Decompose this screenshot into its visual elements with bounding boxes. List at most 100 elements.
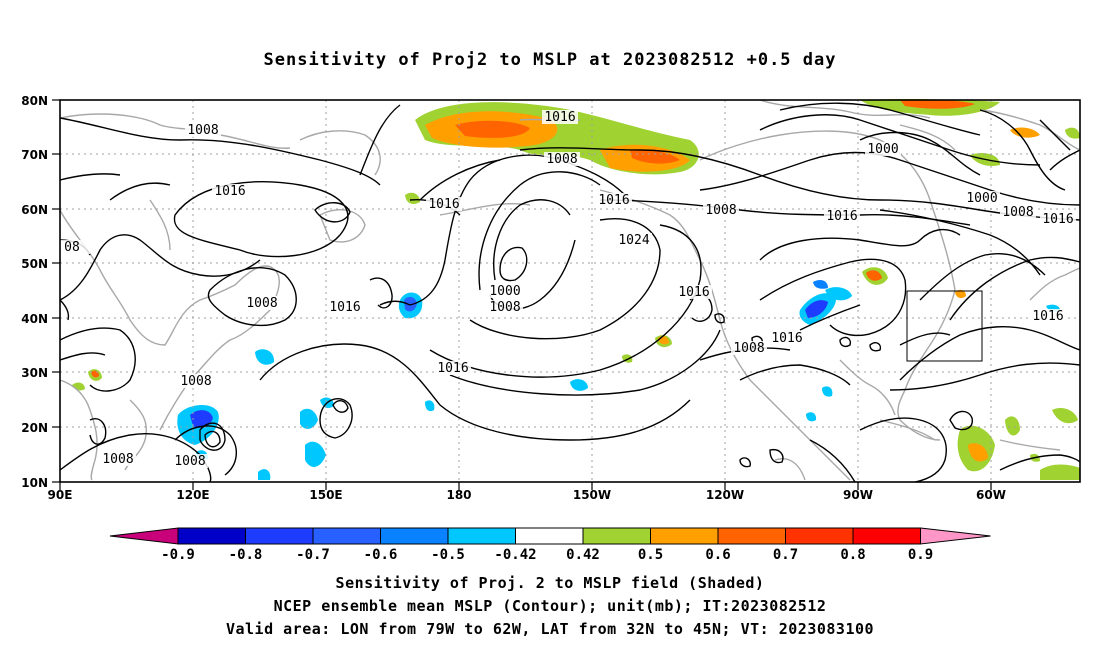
colorbar-swatch bbox=[380, 527, 449, 545]
caption-shading: Sensitivity of Proj. 2 to MSLP field (Sh… bbox=[335, 574, 765, 592]
contour-label: 1016 bbox=[1032, 309, 1063, 324]
colorbar-tick-label: 0.7 bbox=[773, 547, 798, 563]
contour-label: 1000 bbox=[966, 191, 997, 206]
colorbar-tick-label: 0.8 bbox=[840, 547, 865, 563]
contour-label: 1008 bbox=[102, 452, 133, 467]
colorbar-tick-label: -0.42 bbox=[494, 547, 536, 563]
contour-label-bg bbox=[327, 300, 363, 314]
contour-label-bg bbox=[178, 374, 214, 388]
colorbar-tick-label: -0.8 bbox=[229, 547, 263, 563]
contour-label-bg bbox=[964, 191, 1000, 205]
coastlines bbox=[59, 99, 1081, 481]
contour-label-bg bbox=[487, 284, 523, 298]
contour-label-bg bbox=[1030, 309, 1066, 323]
contour-label: 1016 bbox=[329, 300, 360, 315]
colorbar-swatch bbox=[312, 527, 381, 545]
contour-label: 1024 bbox=[618, 233, 649, 248]
mslp-contours bbox=[59, 102, 1081, 483]
colorbar-high-triangle bbox=[920, 527, 991, 545]
caption-valid-area: Valid area: LON from 79W to 62W, LAT fro… bbox=[225, 620, 875, 638]
lat-label: 70N bbox=[21, 148, 48, 162]
colorbar-labels: -0.9 -0.8 -0.7 -0.6 -0.5 -0.42 0.42 0.5 0.6 0.7 0.… bbox=[161, 547, 933, 563]
contour-label: 1016 bbox=[771, 331, 802, 346]
lon-label: 120E bbox=[176, 488, 209, 502]
contour-label-bg bbox=[703, 203, 739, 217]
colorbar bbox=[109, 527, 991, 545]
contour-label-bg bbox=[100, 452, 136, 466]
contour-label: 1000 bbox=[489, 284, 520, 299]
contour-label: 1016 bbox=[214, 184, 245, 199]
lat-label: 10N bbox=[21, 476, 48, 490]
contour-label-bg bbox=[542, 110, 578, 124]
colorbar-tick-label: -0.7 bbox=[296, 547, 330, 563]
contour-label: 1016 bbox=[544, 110, 575, 125]
colorbar-tick-label: 0.42 bbox=[566, 547, 600, 563]
contour-label: 1008 bbox=[174, 454, 205, 469]
colorbar-swatch bbox=[582, 527, 651, 545]
colorbar-swatch bbox=[515, 527, 584, 545]
colorbar-swatch bbox=[245, 527, 314, 545]
contour-label-bg bbox=[824, 209, 860, 223]
lon-label: 150E bbox=[309, 488, 342, 502]
colorbar-low-triangle bbox=[109, 527, 179, 545]
lon-label: 90W bbox=[843, 488, 873, 502]
contour-label-bg bbox=[544, 152, 580, 166]
colorbar-swatch bbox=[650, 527, 719, 545]
lon-label: 120W bbox=[706, 488, 744, 502]
contour-label: 1008 bbox=[246, 296, 277, 311]
lat-label: 50N bbox=[21, 257, 48, 271]
contour-label-bg bbox=[769, 331, 805, 345]
contour-label-bg bbox=[676, 285, 712, 299]
contour-label-bg bbox=[1000, 205, 1036, 219]
contour-label-bg bbox=[1040, 212, 1076, 226]
lat-label: 60N bbox=[21, 203, 48, 217]
colorbar-tick-label: 0.5 bbox=[638, 547, 663, 563]
colorbar-swatch bbox=[177, 527, 246, 545]
lon-label: 180 bbox=[446, 488, 471, 502]
colorbar-tick-label: -0.9 bbox=[161, 547, 195, 563]
lon-label: 90E bbox=[48, 488, 73, 502]
contour-label: 1008 bbox=[733, 341, 764, 356]
contour-label: 1016 bbox=[428, 197, 459, 212]
colorbar-tick-label: -0.6 bbox=[364, 547, 398, 563]
lon-label: 150W bbox=[573, 488, 611, 502]
colorbar-tick-label: 0.9 bbox=[908, 547, 933, 563]
contour-label: 1016 bbox=[437, 361, 468, 376]
colorbar-swatch bbox=[852, 527, 921, 545]
longitude-labels: 90E 120E 150E 180 150W 120W 90W 60W bbox=[48, 488, 1006, 502]
map-title: Sensitivity of Proj2 to MSLP at 20230825… bbox=[263, 50, 837, 70]
colorbar-tick-label: 0.6 bbox=[705, 547, 730, 563]
contour-label-bg bbox=[54, 240, 90, 254]
lat-label: 40N bbox=[21, 312, 48, 326]
contour-label-bg bbox=[435, 361, 471, 375]
latitude-labels: 80N 70N 60N 50N 40N 30N 20N 10N bbox=[21, 94, 48, 490]
contour-label-bg bbox=[487, 300, 523, 314]
valid-area-box bbox=[906, 290, 983, 362]
colorbar-swatch bbox=[717, 527, 786, 545]
contour-label-bg bbox=[596, 193, 632, 207]
caption-contour: NCEP ensemble mean MSLP (Contour); unit(… bbox=[273, 597, 827, 615]
contour-label: 1016 bbox=[1042, 212, 1073, 227]
contour-label-bg bbox=[244, 296, 280, 310]
map-frame bbox=[59, 99, 1081, 483]
contour-label-bg bbox=[865, 142, 901, 156]
lat-label: 80N bbox=[21, 94, 48, 108]
contour-label: 1016 bbox=[678, 285, 709, 300]
sensitivity-shading bbox=[72, 98, 1080, 480]
lon-label: 60W bbox=[976, 488, 1006, 502]
contour-label: 1008 bbox=[180, 374, 211, 389]
contour-label: 1008 bbox=[546, 152, 577, 167]
contour-label: 1008 bbox=[1002, 205, 1033, 220]
contour-label-bg bbox=[426, 197, 462, 211]
axis-ticks bbox=[52, 99, 992, 490]
contour-label-bg bbox=[172, 454, 208, 468]
contour-label: 1016 bbox=[826, 209, 857, 224]
colorbar-swatch bbox=[447, 527, 516, 545]
contour-label: 1008 bbox=[705, 203, 736, 218]
contour-label: 1008 bbox=[489, 300, 520, 315]
contour-label-bg bbox=[212, 184, 248, 198]
contour-label-bg bbox=[185, 123, 221, 137]
contour-label: 1008 bbox=[187, 123, 218, 138]
